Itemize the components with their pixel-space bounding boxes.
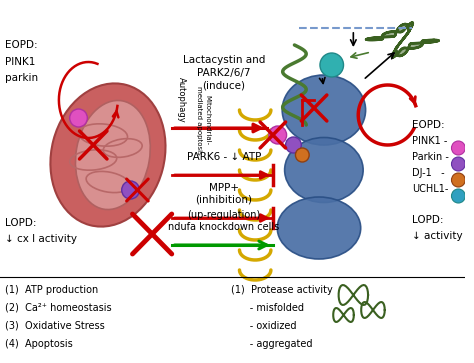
Circle shape: [295, 148, 309, 162]
Ellipse shape: [284, 138, 363, 203]
Text: EOPD:: EOPD:: [5, 40, 37, 50]
Text: Parkin -: Parkin -: [412, 152, 449, 162]
Text: (1)  ATP production: (1) ATP production: [5, 285, 98, 295]
Text: Autophagy: Autophagy: [177, 77, 186, 123]
Text: Mitochondrial-
mediated apoptosis: Mitochondrial- mediated apoptosis: [196, 86, 210, 154]
Circle shape: [286, 137, 301, 153]
Text: - aggregated: - aggregated: [231, 339, 312, 349]
Text: MPP+
(inhibition): MPP+ (inhibition): [195, 183, 252, 205]
Text: - misfolded: - misfolded: [231, 303, 304, 313]
Circle shape: [269, 126, 287, 144]
Circle shape: [70, 109, 87, 127]
Polygon shape: [366, 23, 439, 58]
Circle shape: [320, 53, 344, 77]
Text: (1)  Protease activity: (1) Protease activity: [231, 285, 332, 295]
Text: LOPD:: LOPD:: [412, 215, 444, 225]
Ellipse shape: [50, 83, 165, 227]
Ellipse shape: [277, 197, 361, 259]
Ellipse shape: [282, 75, 365, 145]
Text: (up-regulation)
ndufa knockdown cells: (up-regulation) ndufa knockdown cells: [168, 209, 279, 232]
Circle shape: [451, 157, 465, 171]
Text: (2)  Ca²⁺ homeostasis: (2) Ca²⁺ homeostasis: [5, 303, 111, 313]
Text: (4)  Apoptosis: (4) Apoptosis: [5, 339, 73, 349]
Text: DJ-1   -: DJ-1 -: [412, 168, 445, 178]
Text: LOPD:: LOPD:: [5, 218, 36, 228]
Text: EOPD:: EOPD:: [412, 120, 445, 130]
Text: ↓ cx I activity: ↓ cx I activity: [5, 234, 77, 244]
Circle shape: [451, 189, 465, 203]
Text: PINK1 -: PINK1 -: [412, 136, 447, 146]
Text: Lactacystin and
PARK2/6/7
(induce): Lactacystin and PARK2/6/7 (induce): [182, 55, 265, 90]
Text: ↓ activity: ↓ activity: [412, 231, 463, 241]
Circle shape: [451, 141, 465, 155]
Text: (3)  Oxidative Stress: (3) Oxidative Stress: [5, 321, 105, 331]
Text: - oxidized: - oxidized: [231, 321, 296, 331]
Circle shape: [451, 173, 465, 187]
Text: UCHL1-: UCHL1-: [412, 184, 448, 194]
Ellipse shape: [75, 101, 150, 209]
Circle shape: [122, 181, 139, 199]
Text: parkin: parkin: [5, 73, 38, 83]
Text: PARK6 - ↓ ATP: PARK6 - ↓ ATP: [187, 152, 261, 162]
Text: PINK1: PINK1: [5, 57, 35, 67]
